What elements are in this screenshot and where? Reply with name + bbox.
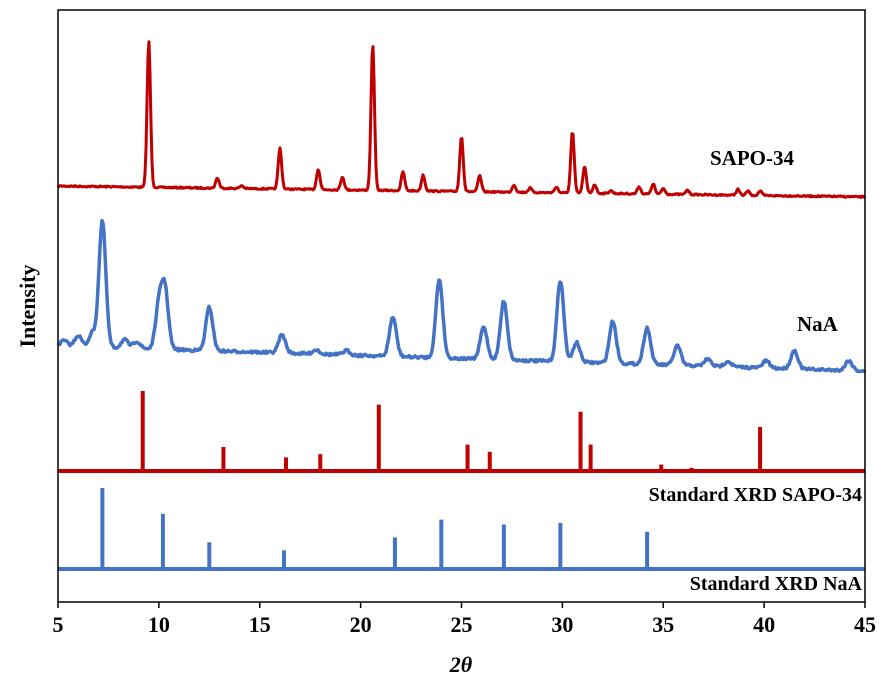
sticks-standard-sapo34 xyxy=(58,391,865,473)
x-tick-label: 40 xyxy=(753,612,775,637)
x-tick-label: 15 xyxy=(249,612,271,637)
x-axis-ticks: 5 10 15 20 25 30 35 40 45 xyxy=(53,602,876,637)
x-axis-label: 2θ xyxy=(449,652,473,677)
x-tick-label: 35 xyxy=(652,612,674,637)
x-tick-label: 5 xyxy=(53,612,64,637)
x-tick-label: 20 xyxy=(350,612,372,637)
series-line-sapo34 xyxy=(56,40,866,199)
traces xyxy=(56,40,867,571)
series-label-standard-sapo34: Standard XRD SAPO-34 xyxy=(649,484,862,506)
x-tick-label: 10 xyxy=(148,612,170,637)
y-axis-label: Intensity xyxy=(15,264,40,347)
sticks-standard-naa xyxy=(58,488,865,571)
plot-frame xyxy=(57,9,866,603)
x-tick-label: 30 xyxy=(551,612,573,637)
series-label-standard-naa: Standard XRD NaA xyxy=(690,573,863,595)
x-tick-label: 45 xyxy=(854,612,876,637)
series-line-naa xyxy=(56,218,867,374)
x-tick-label: 25 xyxy=(451,612,473,637)
series-label-sapo34: SAPO-34 xyxy=(710,146,795,170)
series-label-naa: NaA xyxy=(797,312,839,336)
